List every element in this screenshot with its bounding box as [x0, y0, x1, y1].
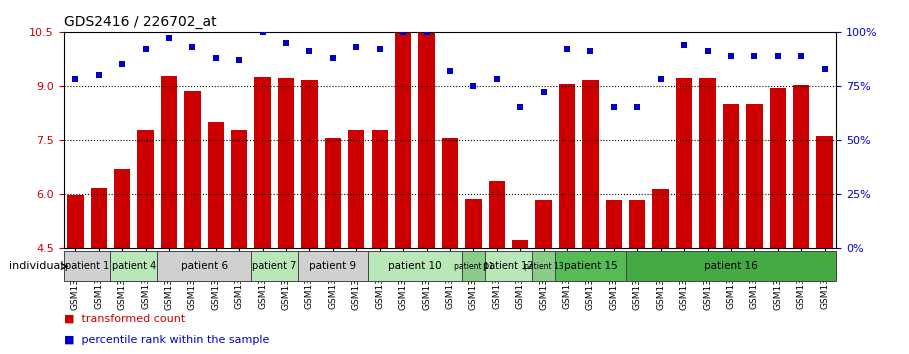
Point [747, 53, 762, 58]
Point [115, 62, 129, 67]
Bar [699, 78, 715, 248]
Point [92, 72, 106, 78]
Point [162, 35, 176, 41]
Point [302, 48, 316, 54]
Point [466, 83, 481, 89]
Point [654, 76, 668, 82]
Point [513, 105, 527, 110]
Bar [251, 251, 298, 281]
Bar [67, 195, 84, 248]
Bar [559, 84, 575, 248]
Text: patient 12: patient 12 [484, 261, 534, 272]
Point [443, 68, 457, 74]
Point [700, 48, 714, 54]
Text: GDS2416 / 226702_at: GDS2416 / 226702_at [64, 16, 216, 29]
Bar [114, 169, 130, 248]
Bar [723, 104, 739, 248]
Point [232, 57, 246, 63]
Bar [746, 104, 763, 248]
Point [279, 40, 294, 46]
Point [677, 42, 692, 48]
Bar [442, 138, 458, 248]
Bar [157, 251, 251, 281]
Bar [555, 251, 625, 281]
Point [255, 29, 270, 35]
Bar [298, 251, 368, 281]
Bar [816, 136, 833, 248]
Bar [625, 251, 836, 281]
Text: patient 7: patient 7 [252, 261, 296, 272]
Point [724, 53, 738, 58]
Bar [231, 130, 247, 248]
Text: ■  transformed count: ■ transformed count [64, 314, 185, 324]
Text: patient 9: patient 9 [309, 261, 356, 272]
Bar [395, 33, 411, 248]
Text: patient 16: patient 16 [704, 261, 758, 272]
Point [584, 48, 598, 54]
Text: patient 4: patient 4 [112, 261, 156, 272]
Point [373, 46, 387, 52]
Bar [111, 251, 157, 281]
Bar [485, 251, 532, 281]
Point [630, 105, 644, 110]
Point [185, 44, 200, 50]
Point [771, 53, 785, 58]
Point [560, 46, 574, 52]
Bar [64, 251, 111, 281]
Text: individual: individual [9, 261, 64, 272]
Point [606, 105, 621, 110]
Bar [535, 200, 552, 248]
Bar [161, 76, 177, 248]
Bar [629, 200, 645, 248]
Point [395, 29, 410, 35]
Point [349, 44, 364, 50]
Bar [325, 138, 341, 248]
Bar [793, 85, 809, 248]
Bar [91, 188, 107, 248]
Point [138, 46, 153, 52]
Bar [368, 251, 462, 281]
Bar [418, 33, 435, 248]
Text: patient 1: patient 1 [65, 261, 109, 272]
Point [208, 55, 223, 61]
Bar [512, 240, 528, 248]
Point [817, 66, 832, 72]
Bar [462, 251, 485, 281]
Text: patient 13: patient 13 [524, 262, 564, 271]
Bar [465, 199, 482, 248]
Point [68, 76, 83, 82]
Text: patient 15: patient 15 [564, 261, 617, 272]
Point [325, 55, 340, 61]
Bar [605, 200, 622, 248]
Text: patient 10: patient 10 [388, 261, 442, 272]
Bar [653, 189, 669, 248]
Point [419, 29, 434, 35]
Bar [137, 130, 154, 248]
Point [490, 76, 504, 82]
Bar [301, 80, 317, 248]
Text: patient 6: patient 6 [181, 261, 227, 272]
Bar [348, 130, 365, 248]
Bar [185, 91, 201, 248]
Bar [532, 251, 555, 281]
Bar [583, 80, 599, 248]
Text: ■  percentile rank within the sample: ■ percentile rank within the sample [64, 335, 269, 345]
Bar [489, 181, 505, 248]
Bar [676, 78, 693, 248]
Point [794, 53, 808, 58]
Bar [255, 77, 271, 248]
Bar [372, 130, 388, 248]
Point [536, 90, 551, 95]
Text: patient 11: patient 11 [454, 262, 493, 271]
Bar [207, 122, 224, 248]
Bar [770, 88, 786, 248]
Bar [278, 78, 295, 248]
